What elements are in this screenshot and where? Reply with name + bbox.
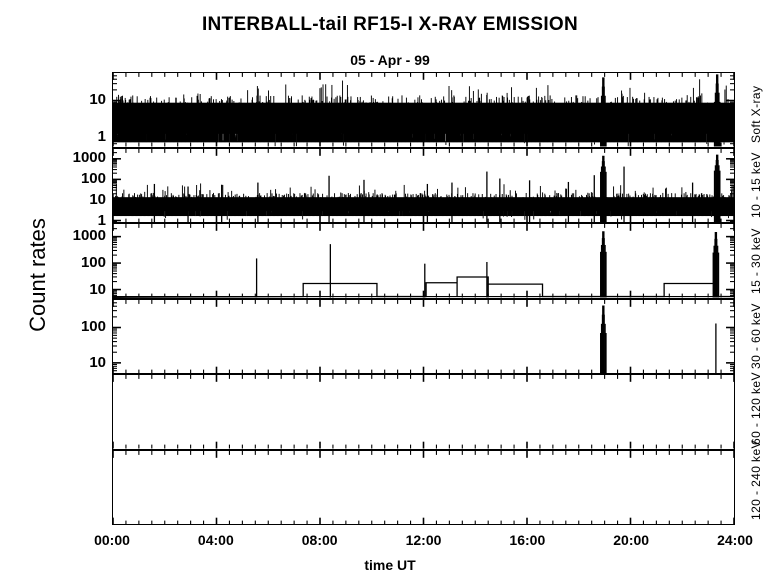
channel-label-15-30-kev: 15 - 30 keV	[749, 227, 763, 294]
x-tick-label: 12:00	[405, 532, 442, 548]
panel-120-240-kev	[112, 449, 735, 525]
panel-60-120-kev	[112, 374, 735, 450]
channel-label-60-120-kev: 60 - 120 keV	[749, 371, 763, 445]
y-tick-label: 10	[89, 190, 106, 208]
y-tick-label: 1000	[72, 226, 106, 244]
x-tick-label: 16:00	[509, 532, 546, 548]
y-tick-label: 100	[80, 254, 106, 272]
channel-label-120-240-kev: 120 - 240 keV	[749, 440, 763, 520]
x-axis-title: time UT	[364, 557, 416, 573]
y-tick-label: 10	[89, 281, 106, 299]
x-tick-label: 20:00	[613, 532, 650, 548]
x-tick-label: 24:00	[717, 532, 753, 548]
y-tick-label: 1	[97, 127, 106, 145]
x-tick-label: 08:00	[301, 532, 338, 548]
panel-30-60-kev	[112, 298, 735, 374]
y-tick-label: 1	[97, 211, 106, 229]
y-tick-label: 10	[89, 91, 106, 109]
x-tick-label: 04:00	[197, 532, 234, 548]
page-subtitle: 05 - Apr - 99	[350, 52, 430, 68]
panel-soft-x-ray	[112, 72, 735, 148]
panel-15-30-kev	[112, 223, 735, 299]
x-tick-label: 00:00	[94, 532, 130, 548]
channel-label-10-15-kev: 10 - 15 keV	[749, 152, 763, 218]
y-tick-label: 10	[89, 354, 106, 372]
y-tick-label: 100	[80, 317, 106, 335]
plot-area	[112, 72, 735, 525]
panel-10-15-kev	[112, 147, 735, 223]
y-tick-label: 100	[80, 169, 106, 187]
page-title: INTERBALL-tail RF15-I X-RAY EMISSION	[201, 14, 579, 35]
y-tick-label: 1000	[72, 148, 106, 166]
channel-label-soft-x-ray: Soft X-ray	[749, 85, 763, 143]
channel-label-30-60-kev: 30 - 60 keV	[749, 303, 763, 369]
